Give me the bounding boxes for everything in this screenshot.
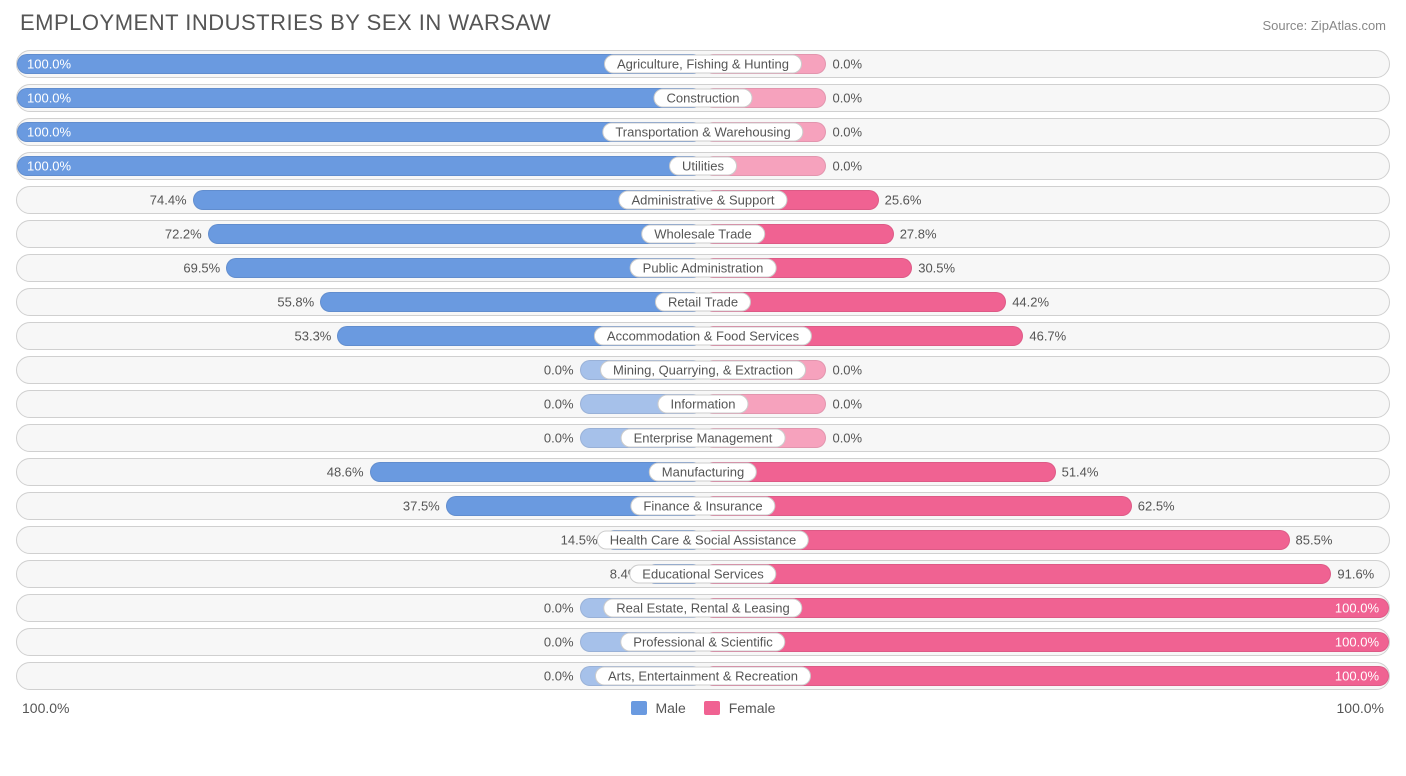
- female-pct-label: 0.0%: [832, 125, 862, 140]
- female-pct-label: 51.4%: [1062, 465, 1099, 480]
- legend-female: Female: [704, 700, 776, 716]
- chart-row: 0.0% 100.0% Real Estate, Rental & Leasing: [16, 594, 1390, 622]
- male-pct-label: 72.2%: [165, 227, 202, 242]
- chart-header: EMPLOYMENT INDUSTRIES BY SEX IN WARSAW S…: [16, 10, 1390, 36]
- chart-source: Source: ZipAtlas.com: [1262, 18, 1386, 33]
- female-pct-label: 44.2%: [1012, 295, 1049, 310]
- category-label: Retail Trade: [655, 293, 751, 312]
- category-label: Utilities: [669, 157, 737, 176]
- category-label: Educational Services: [629, 565, 776, 584]
- chart-row: 100.0% 0.0% Construction: [16, 84, 1390, 112]
- female-pct-label: 0.0%: [832, 431, 862, 446]
- chart-row: 48.6% 51.4% Manufacturing: [16, 458, 1390, 486]
- female-pct-label: 0.0%: [832, 397, 862, 412]
- chart-row: 100.0% 0.0% Transportation & Warehousing: [16, 118, 1390, 146]
- legend-female-label: Female: [729, 700, 776, 716]
- chart-row: 53.3% 46.7% Accommodation & Food Services: [16, 322, 1390, 350]
- legend-female-swatch: [704, 701, 720, 715]
- male-pct-label: 0.0%: [544, 397, 574, 412]
- chart-row: 0.0% 100.0% Professional & Scientific: [16, 628, 1390, 656]
- female-pct-label: 100.0%: [1335, 669, 1379, 684]
- male-bar: [17, 88, 703, 108]
- female-pct-label: 91.6%: [1337, 567, 1374, 582]
- female-pct-label: 0.0%: [832, 57, 862, 72]
- category-label: Administrative & Support: [618, 191, 787, 210]
- chart-body: 100.0% 0.0% Agriculture, Fishing & Hunting…: [16, 50, 1390, 690]
- male-bar: [320, 292, 703, 312]
- male-pct-label: 55.8%: [277, 295, 314, 310]
- male-pct-label: 69.5%: [183, 261, 220, 276]
- male-bar: [17, 122, 703, 142]
- male-pct-label: 53.3%: [295, 329, 332, 344]
- chart-row: 69.5% 30.5% Public Administration: [16, 254, 1390, 282]
- category-label: Public Administration: [630, 259, 777, 278]
- male-pct-label: 100.0%: [27, 125, 71, 140]
- legend-male-swatch: [631, 701, 647, 715]
- category-label: Professional & Scientific: [620, 633, 785, 652]
- female-bar: [703, 598, 1389, 618]
- male-bar: [17, 156, 703, 176]
- chart-row: 100.0% 0.0% Agriculture, Fishing & Hunting: [16, 50, 1390, 78]
- category-label: Wholesale Trade: [641, 225, 765, 244]
- legend: Male Female: [631, 700, 776, 716]
- female-pct-label: 62.5%: [1138, 499, 1175, 514]
- male-bar: [17, 54, 703, 74]
- chart-row: 0.0% 100.0% Arts, Entertainment & Recreati…: [16, 662, 1390, 690]
- female-pct-label: 100.0%: [1335, 601, 1379, 616]
- female-bar: [703, 564, 1331, 584]
- category-label: Enterprise Management: [621, 429, 786, 448]
- female-pct-label: 30.5%: [918, 261, 955, 276]
- category-label: Information: [657, 395, 748, 414]
- chart-row: 72.2% 27.8% Wholesale Trade: [16, 220, 1390, 248]
- male-pct-label: 37.5%: [403, 499, 440, 514]
- chart-row: 74.4% 25.6% Administrative & Support: [16, 186, 1390, 214]
- legend-male-label: Male: [655, 700, 685, 716]
- category-label: Agriculture, Fishing & Hunting: [604, 55, 802, 74]
- chart-row: 14.5% 85.5% Health Care & Social Assistanc…: [16, 526, 1390, 554]
- female-pct-label: 100.0%: [1335, 635, 1379, 650]
- female-pct-label: 25.6%: [885, 193, 922, 208]
- female-bar: [703, 632, 1389, 652]
- male-pct-label: 0.0%: [544, 635, 574, 650]
- chart-row: 0.0% 0.0% Mining, Quarrying, & Extraction: [16, 356, 1390, 384]
- category-label: Construction: [654, 89, 753, 108]
- female-pct-label: 0.0%: [832, 159, 862, 174]
- male-pct-label: 100.0%: [27, 91, 71, 106]
- chart-row: 55.8% 44.2% Retail Trade: [16, 288, 1390, 316]
- chart-row: 0.0% 0.0% Enterprise Management: [16, 424, 1390, 452]
- category-label: Manufacturing: [649, 463, 757, 482]
- male-pct-label: 0.0%: [544, 431, 574, 446]
- male-pct-label: 0.0%: [544, 669, 574, 684]
- male-pct-label: 48.6%: [327, 465, 364, 480]
- chart-row: 100.0% 0.0% Utilities: [16, 152, 1390, 180]
- chart-footer: 100.0% Male Female 100.0%: [16, 696, 1390, 720]
- male-pct-label: 14.5%: [561, 533, 598, 548]
- category-label: Arts, Entertainment & Recreation: [595, 667, 811, 686]
- female-pct-label: 85.5%: [1296, 533, 1333, 548]
- category-label: Health Care & Social Assistance: [597, 531, 809, 550]
- female-pct-label: 27.8%: [900, 227, 937, 242]
- category-label: Accommodation & Food Services: [594, 327, 812, 346]
- chart-row: 37.5% 62.5% Finance & Insurance: [16, 492, 1390, 520]
- male-bar: [208, 224, 703, 244]
- male-pct-label: 74.4%: [150, 193, 187, 208]
- category-label: Finance & Insurance: [630, 497, 775, 516]
- male-pct-label: 100.0%: [27, 57, 71, 72]
- category-label: Real Estate, Rental & Leasing: [603, 599, 802, 618]
- axis-right-label: 100.0%: [1337, 700, 1384, 716]
- category-label: Mining, Quarrying, & Extraction: [600, 361, 806, 380]
- male-pct-label: 0.0%: [544, 601, 574, 616]
- chart-row: 8.4%91.6%Educational Services: [16, 560, 1390, 588]
- chart-row: 0.0% 0.0% Information: [16, 390, 1390, 418]
- male-pct-label: 100.0%: [27, 159, 71, 174]
- chart-title: EMPLOYMENT INDUSTRIES BY SEX IN WARSAW: [20, 10, 551, 36]
- axis-left-label: 100.0%: [22, 700, 69, 716]
- legend-male: Male: [631, 700, 686, 716]
- male-pct-label: 0.0%: [544, 363, 574, 378]
- category-label: Transportation & Warehousing: [602, 123, 803, 142]
- female-pct-label: 46.7%: [1029, 329, 1066, 344]
- female-pct-label: 0.0%: [832, 363, 862, 378]
- female-pct-label: 0.0%: [832, 91, 862, 106]
